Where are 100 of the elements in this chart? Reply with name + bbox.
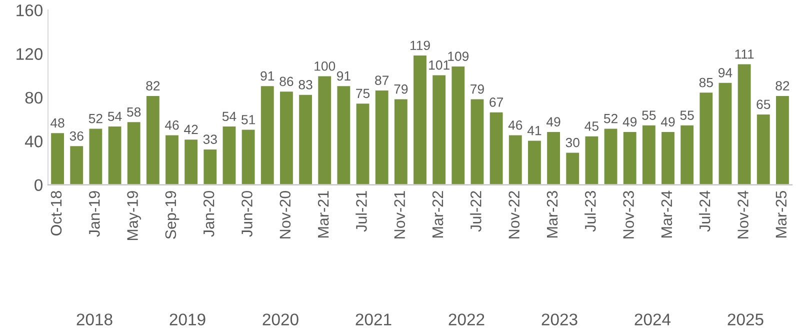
data-label: 119 <box>410 40 430 50</box>
x-tick-label: May-19 <box>127 191 141 240</box>
bar <box>660 130 676 185</box>
data-label: 48 <box>50 118 64 128</box>
bar <box>278 90 294 185</box>
data-label: 101 <box>429 60 450 70</box>
data-label: 79 <box>470 84 484 94</box>
bar <box>106 125 123 185</box>
data-label: 82 <box>776 81 790 90</box>
x-tick-label: Jul-21 <box>356 191 367 232</box>
bar <box>469 98 486 185</box>
y-tick-label: 120 <box>16 48 42 60</box>
bar <box>374 89 390 185</box>
text: 2024 <box>634 314 671 326</box>
text: 2023 <box>542 314 578 326</box>
bar <box>126 120 142 185</box>
text: 2022 <box>448 314 484 326</box>
data-label: 91 <box>336 71 350 81</box>
x-tick-label: Jul-23 <box>584 191 596 232</box>
bar <box>756 113 772 185</box>
x-tick-label: Mar-24 <box>661 190 672 238</box>
x-tick-label: Jan-19 <box>88 191 100 237</box>
x-tick-label: Jul-22 <box>470 191 482 232</box>
bar <box>698 91 714 185</box>
bar <box>145 94 161 185</box>
data-label: 87 <box>375 76 389 86</box>
bar <box>622 130 638 185</box>
data-label: 46 <box>508 120 522 130</box>
x-tick-label: Nov-24 <box>738 190 748 238</box>
bar <box>183 138 199 185</box>
x-tick-label: Jun-20 <box>242 190 252 237</box>
bar <box>450 65 466 185</box>
x-tick-label: Nov-20 <box>280 190 291 238</box>
bar <box>488 110 504 185</box>
data-label: 83 <box>298 80 312 90</box>
data-label: 54 <box>222 112 236 122</box>
bar <box>316 74 332 185</box>
data-label: 91 <box>260 71 274 81</box>
data-label: 111 <box>735 50 754 59</box>
bar <box>641 124 657 185</box>
bar <box>354 102 371 185</box>
data-label: 52 <box>604 114 618 124</box>
bar <box>88 127 104 185</box>
bar <box>412 54 428 185</box>
bar <box>431 74 447 185</box>
data-label: 33 <box>203 134 217 144</box>
bar <box>240 128 256 185</box>
bar <box>774 94 790 185</box>
x-tick-label: Sep-19 <box>165 191 180 239</box>
x-tick-label: Nov-23 <box>623 191 634 238</box>
data-label: 86 <box>280 76 294 86</box>
bar <box>564 151 580 185</box>
data-label: 54 <box>108 112 122 122</box>
data-label: 49 <box>660 117 675 126</box>
bar <box>717 81 734 185</box>
y-tick-label: 0 <box>34 179 42 192</box>
bar <box>164 134 180 185</box>
data-label: 94 <box>718 68 732 78</box>
data-label: 45 <box>584 122 598 131</box>
x-tick-label: Jul-24 <box>699 190 710 232</box>
y-tick-label: 160 <box>16 4 42 16</box>
data-label: 55 <box>680 110 694 120</box>
x-tick-label: Oct-18 <box>50 191 62 236</box>
bar <box>602 127 619 185</box>
bar <box>68 144 84 185</box>
data-label: 30 <box>566 138 580 148</box>
bar <box>298 93 314 185</box>
data-label: 100 <box>314 61 336 71</box>
data-label: 79 <box>394 84 408 94</box>
bar <box>50 132 66 185</box>
data-label: 82 <box>146 81 160 90</box>
y-tick-label: 80 <box>25 92 42 104</box>
data-label: 41 <box>527 126 542 136</box>
bar <box>202 148 218 185</box>
text: 2020 <box>262 314 298 326</box>
bar <box>736 62 752 185</box>
text: 2019 <box>170 314 206 326</box>
data-label: 46 <box>164 120 179 130</box>
data-label: 55 <box>642 110 656 120</box>
x-tick-label: Nov-21 <box>394 191 406 238</box>
bar <box>393 98 409 185</box>
x-tick-label: Mar-25 <box>776 190 787 238</box>
data-label: 67 <box>490 98 503 107</box>
bar <box>221 125 238 185</box>
bar <box>260 84 276 185</box>
x-tick-label: Nov-22 <box>508 191 520 238</box>
x-tick-label: Mar-23 <box>546 191 558 238</box>
data-label: 51 <box>242 115 256 124</box>
x-tick-label: Mar-21 <box>318 191 329 238</box>
data-label: 49 <box>546 117 560 126</box>
bar <box>584 134 600 185</box>
data-label: 49 <box>622 117 637 126</box>
data-label: 75 <box>356 88 370 98</box>
bar <box>679 124 695 185</box>
bar <box>508 134 524 185</box>
bar <box>526 139 542 185</box>
y-tick-label: 40 <box>24 136 42 148</box>
data-label: 58 <box>127 107 141 117</box>
data-label: 85 <box>699 78 713 88</box>
data-label: 42 <box>184 124 198 134</box>
